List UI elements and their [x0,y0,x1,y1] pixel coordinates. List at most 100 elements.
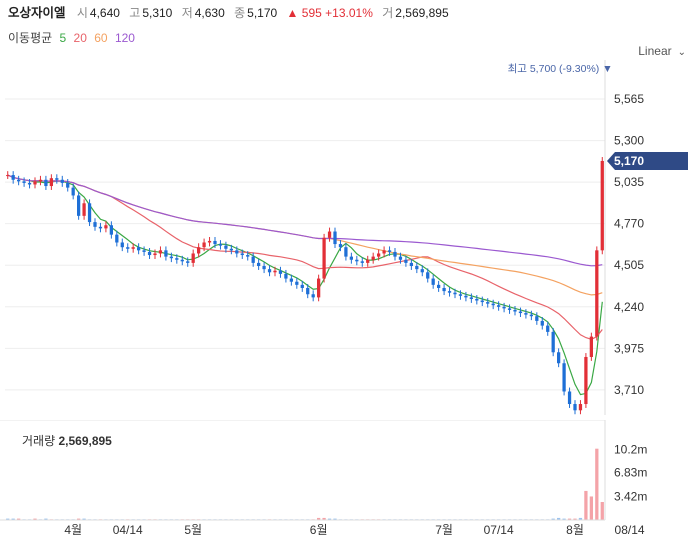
candle-body [240,253,244,256]
stock-header: 오상자이엘 시 4,640 고 5,310 저 4,630 종 5,170 ▲ 595 … [8,4,455,22]
candle-body [66,182,70,188]
candle-body [447,291,452,293]
candle-body [17,179,21,182]
candle-body [6,175,10,177]
volume-bar [589,496,593,520]
volume-bar [557,517,561,520]
candle-body [142,250,146,252]
candle-body [93,222,97,227]
volume-chart[interactable]: 10.2m 6.83m 3.42m 4월 04/14 5월 6월 7월 07/14 8월 08/14 [0,420,694,549]
current-price-label: 5,170 [614,154,644,168]
candle-body [398,256,403,260]
candle-body [289,278,293,282]
y-tick-label: 3,975 [614,341,644,355]
ma-5-label[interactable]: 5 [59,31,67,45]
volume-bar [595,448,599,520]
candle-body [33,181,37,185]
candle-body [355,259,359,262]
change-arrow-icon: ▲ [286,6,299,20]
candle-body [502,306,506,309]
candle-body [55,178,59,180]
x-tick-label: 4월 [64,523,82,537]
volume-title-value: 2,569,895 [58,434,112,448]
candle-body [284,273,288,279]
candle-body [387,250,392,252]
high-label: 고 [129,6,141,20]
candle-body [333,231,337,245]
candle-body [393,251,397,257]
candle-body [426,272,430,279]
moving-average-legend: 이동평균 5 20 60 120 [8,29,139,47]
x-tick-label: 7월 [435,523,453,537]
volume-bar [567,518,572,520]
volume-bar [551,518,555,520]
volume-bar [584,490,588,520]
x-tick-label: 6월 [310,523,328,537]
open-value: 4,640 [89,6,120,20]
candle-body [360,261,364,263]
candle-body [371,256,375,260]
candle-body [600,160,604,251]
ma-120-label[interactable]: 120 [114,31,135,45]
y-tick-label: 5,300 [614,134,644,148]
y-tick-label: 4,240 [614,300,644,314]
candle-body [120,242,124,248]
open-label: 시 [76,6,88,20]
volume-bar [11,518,15,520]
candle-body [137,247,141,251]
volume-bar [44,518,48,520]
price-chart[interactable]: 5,565 5,300 5,035 4,770 4,505 4,240 3,975 3,710… [0,0,694,420]
candle-body [442,287,446,292]
candle-body [589,336,593,357]
candle-body [518,311,523,314]
candle-body [311,294,315,298]
candle-body [197,247,201,254]
candle-body [300,284,304,288]
candle-body [126,247,130,249]
volume-bar [562,518,566,520]
volume-tick-label: 10.2m [614,442,647,456]
candle-body [573,404,577,411]
candle-body [344,247,348,257]
close-value: 5,170 [247,6,278,20]
candle-body [317,278,321,298]
candle-body [202,242,206,248]
y-tick-label: 4,505 [614,258,644,272]
scale-dropdown[interactable]: Linear ⌄ [638,44,686,58]
candle-body [507,308,512,310]
y-tick-label: 4,770 [614,217,644,231]
candle-body [475,298,479,301]
candle-body [186,261,190,263]
volume-tick-label: 6.83m [614,466,647,480]
candle-body [453,292,457,295]
low-label: 저 [181,6,193,20]
volume-bar [578,517,583,520]
ma-60-label[interactable]: 60 [94,31,108,45]
candle-body [98,226,103,229]
candle-body [524,313,528,315]
candle-body [273,270,277,273]
candle-body [49,178,53,187]
ma-20-label[interactable]: 20 [73,31,87,45]
candle-body [431,278,435,285]
volume-bar [77,518,81,520]
x-tick-label: 08/14 [615,523,645,537]
volume-bar [6,518,10,520]
candle-body [578,404,583,411]
candle-body [529,314,533,317]
candle-body [27,182,32,185]
candle-body [257,262,261,267]
volume-bar [600,502,604,520]
x-tick-label: 04/14 [113,523,143,537]
candle-body [595,250,599,337]
candle-body [469,297,473,299]
candle-body [180,259,184,262]
candle-body [382,250,386,254]
change-value: 595 [301,6,322,20]
candle-body [327,231,332,238]
moving-average-line-20 [7,174,603,340]
candle-body [404,259,408,263]
candle-body [251,256,255,263]
x-tick-label: 8월 [566,523,584,537]
candle-body [513,309,517,312]
